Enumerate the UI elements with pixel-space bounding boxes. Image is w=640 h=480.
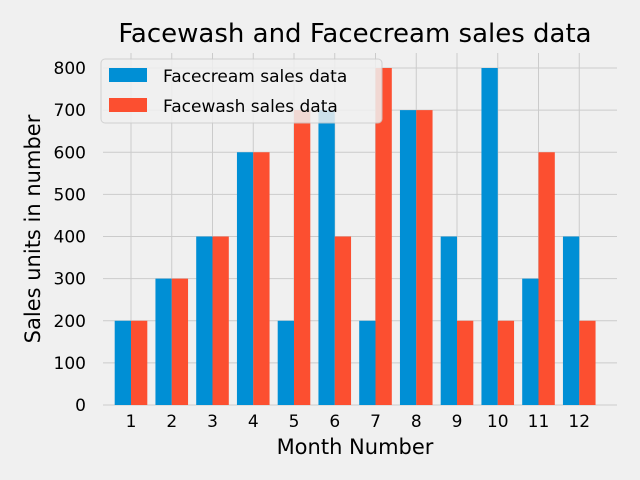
x-axis-label: Month Number [277,435,434,459]
bar-facewash-month-11 [538,152,555,405]
x-tick-label: 5 [289,412,300,432]
y-tick-label: 800 [54,59,86,79]
bar-facewash-month-9 [457,320,474,405]
x-tick-label: 10 [487,412,509,432]
y-ticks: 0 100 200 300 400 500 600 700 800 [54,59,86,416]
x-tick-label: 4 [248,412,259,432]
bar-facewash-month-5 [294,110,311,405]
legend-label-facewash: Facewash sales data [163,97,338,117]
legend-swatch-facecream [109,68,147,82]
bar-facecream-month-7 [359,320,376,405]
bar-facewash-month-10 [497,320,515,405]
bar-facewash-month-12 [579,320,596,405]
bar-facewash-month-8 [416,110,433,405]
legend-label-facecream: Facecream sales data [163,67,347,87]
x-tick-label: 2 [166,412,177,432]
y-axis-label: Sales units in number [21,114,45,343]
bar-facecream-month-12 [562,236,580,405]
bar-facewash-month-2 [171,278,189,405]
chart-title: Facewash and Facecream sales data [118,19,591,49]
x-tick-label: 1 [126,412,137,432]
x-ticks: 1 2 3 4 5 6 7 8 9 10 11 12 [126,412,590,432]
x-tick-label: 9 [452,412,463,432]
bar-facecream-month-5 [277,320,294,405]
bar-facewash-month-1 [131,320,148,405]
bar-facecream-month-6 [318,110,335,405]
x-tick-label: 6 [329,412,340,432]
y-tick-label: 200 [54,312,86,332]
y-tick-label: 500 [54,185,86,205]
y-tick-label: 100 [54,354,86,374]
x-tick-label: 7 [370,412,381,432]
y-tick-label: 300 [54,270,86,290]
bar-facewash-month-3 [212,236,229,405]
bar-facecream-month-9 [440,236,457,405]
y-tick-label: 600 [54,143,86,163]
bars [114,68,596,405]
legend-box [100,58,383,124]
y-tick-label: 0 [75,396,86,416]
bar-facecream-month-1 [114,320,131,405]
y-tick-label: 700 [54,101,86,121]
bar-facewash-month-4 [253,152,270,405]
x-tick-label: 12 [568,412,590,432]
bar-facecream-month-11 [522,278,539,405]
legend-swatch-facewash [109,98,147,112]
legend: Facecream sales data Facewash sales data [100,58,383,124]
bar-facecream-month-8 [399,110,417,405]
x-tick-label: 11 [528,412,550,432]
y-tick-label: 400 [54,228,86,248]
bar-facecream-month-10 [481,68,498,405]
bar-facecream-month-3 [196,236,213,405]
x-tick-label: 8 [411,412,422,432]
bar-facecream-month-4 [236,152,254,405]
bar-facewash-month-7 [375,68,392,405]
bar-facewash-month-6 [334,236,352,405]
x-tick-label: 3 [207,412,218,432]
bar-facecream-month-2 [155,278,172,405]
